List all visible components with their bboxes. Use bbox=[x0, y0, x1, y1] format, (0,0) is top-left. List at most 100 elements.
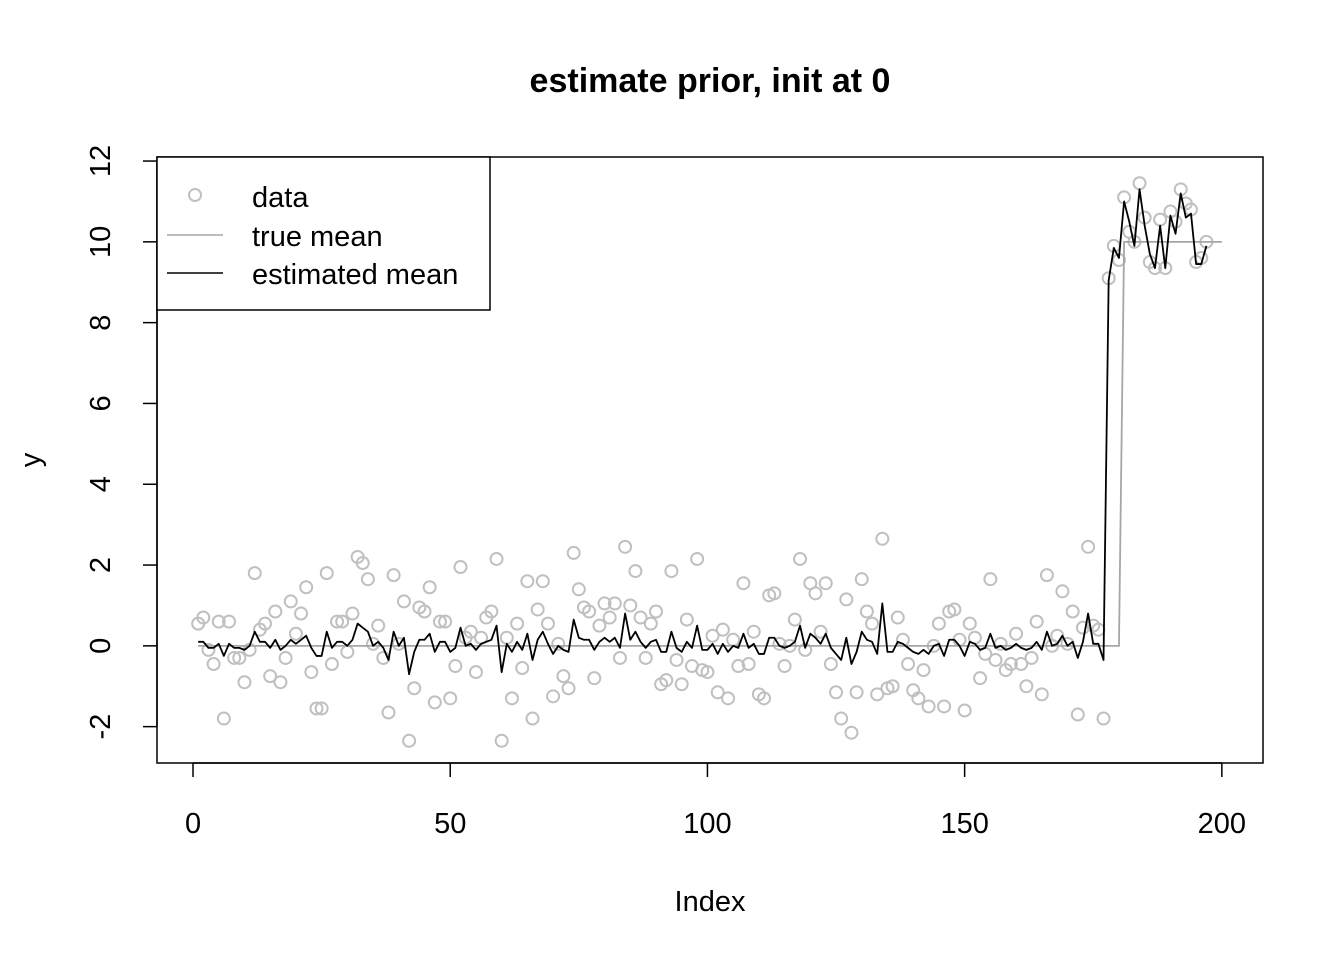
data-point bbox=[839, 592, 854, 607]
data-point bbox=[854, 572, 869, 587]
x-axis: 0 50 100 150 200 bbox=[185, 762, 1246, 840]
data-point bbox=[335, 614, 350, 629]
data-point bbox=[690, 551, 705, 566]
data-point bbox=[1014, 657, 1029, 672]
data-point bbox=[813, 624, 828, 639]
data-point bbox=[304, 665, 319, 680]
data-point bbox=[643, 616, 658, 631]
data-point bbox=[787, 612, 802, 627]
legend-label-true-mean: true mean bbox=[252, 221, 383, 253]
data-point bbox=[767, 586, 782, 601]
data-point bbox=[721, 691, 735, 706]
data-point bbox=[736, 576, 751, 591]
data-point bbox=[973, 671, 988, 686]
data-point bbox=[1024, 650, 1039, 665]
data-point bbox=[561, 681, 576, 696]
data-point bbox=[628, 564, 643, 579]
data-point bbox=[957, 703, 972, 718]
data-point bbox=[566, 545, 581, 560]
data-point bbox=[659, 673, 674, 688]
data-point bbox=[1065, 604, 1080, 619]
legend-data-marker bbox=[188, 188, 202, 202]
data-point bbox=[746, 624, 761, 639]
data-point bbox=[1075, 620, 1090, 635]
data-point bbox=[273, 675, 288, 690]
data-point bbox=[710, 685, 725, 700]
data-point bbox=[309, 701, 324, 716]
data-point bbox=[484, 604, 499, 619]
data-point bbox=[623, 598, 638, 613]
data-point bbox=[546, 689, 561, 704]
data-point bbox=[890, 610, 905, 625]
data-point bbox=[371, 618, 386, 633]
data-point bbox=[911, 691, 926, 706]
legend: data true mean estimated mean bbox=[156, 156, 491, 311]
data-point bbox=[489, 551, 504, 566]
data-point bbox=[263, 669, 278, 684]
data-point bbox=[535, 574, 550, 589]
data-point bbox=[299, 580, 314, 595]
data-point bbox=[612, 650, 627, 665]
data-point bbox=[232, 650, 247, 665]
data-point bbox=[427, 695, 442, 710]
data-point bbox=[468, 665, 483, 680]
data-point bbox=[1039, 568, 1054, 583]
data-point bbox=[1070, 707, 1085, 722]
data-point bbox=[772, 636, 787, 651]
data-point bbox=[582, 604, 597, 619]
data-point bbox=[540, 616, 555, 631]
y-tick-label: 6 bbox=[85, 395, 117, 411]
data-point bbox=[278, 650, 293, 665]
legend-label-data: data bbox=[252, 182, 309, 214]
data-point bbox=[859, 604, 874, 619]
data-point bbox=[885, 679, 900, 694]
data-point bbox=[633, 610, 648, 625]
y-axis-label: y bbox=[15, 452, 47, 467]
legend-box bbox=[156, 156, 491, 311]
data-point bbox=[206, 657, 221, 672]
data-point bbox=[443, 691, 458, 706]
data-point bbox=[648, 604, 663, 619]
data-point bbox=[777, 659, 792, 674]
data-point bbox=[962, 616, 977, 631]
data-point bbox=[741, 657, 756, 672]
data-point bbox=[664, 564, 679, 579]
data-point bbox=[556, 669, 571, 684]
data-point bbox=[947, 602, 962, 617]
data-point bbox=[222, 614, 237, 629]
data-point bbox=[330, 614, 345, 629]
data-point bbox=[1029, 614, 1044, 629]
data-point bbox=[1019, 679, 1034, 694]
data-point bbox=[808, 586, 823, 601]
data-point bbox=[829, 685, 844, 700]
x-tick-label: 200 bbox=[1198, 808, 1246, 840]
data-point bbox=[453, 560, 468, 575]
data-point bbox=[345, 606, 360, 621]
legend-label-estimated-mean: estimated mean bbox=[252, 259, 458, 291]
data-point bbox=[381, 705, 396, 720]
data-point bbox=[504, 691, 519, 706]
data-point bbox=[937, 699, 952, 714]
data-point bbox=[1009, 626, 1024, 641]
data-point bbox=[432, 614, 447, 629]
data-point bbox=[258, 616, 273, 631]
data-point bbox=[422, 580, 437, 595]
data-point bbox=[396, 594, 411, 609]
data-point bbox=[700, 665, 715, 680]
data-point bbox=[551, 636, 566, 651]
y-tick-label: 10 bbox=[85, 226, 117, 258]
x-tick-label: 50 bbox=[434, 808, 466, 840]
data-point bbox=[360, 572, 375, 587]
data-point bbox=[520, 574, 535, 589]
data-point bbox=[931, 616, 946, 631]
data-point bbox=[674, 677, 689, 692]
x-tick-label: 0 bbox=[185, 808, 201, 840]
data-point bbox=[515, 661, 530, 676]
data-point bbox=[227, 650, 242, 665]
estimated-mean-line bbox=[198, 188, 1208, 676]
y-tick-label: 0 bbox=[85, 638, 117, 654]
data-point bbox=[319, 566, 334, 581]
x-tick-label: 150 bbox=[940, 808, 988, 840]
